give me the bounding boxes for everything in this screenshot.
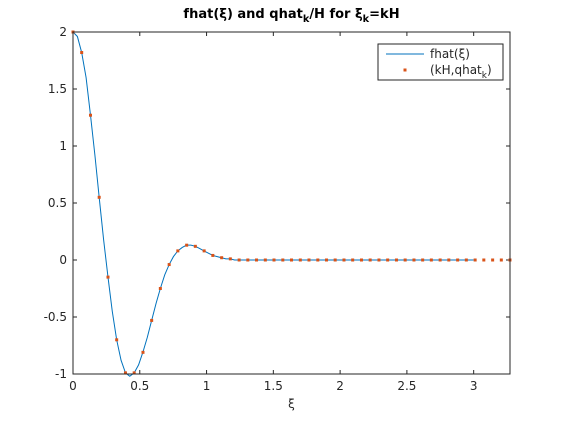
point [482,258,486,262]
legend-box [377,43,504,81]
legend-swatch [403,68,407,72]
legend-label: (kH,qhatk) [430,63,492,81]
legend-label: fhat(ξ) [430,47,470,61]
y-tick-label: 0.5 [48,196,67,210]
point [80,51,84,55]
x-tick-label: 3 [470,379,478,393]
point [97,195,101,199]
point [167,263,171,267]
y-tick-label: 1 [59,139,67,153]
point [115,338,119,342]
point [228,257,232,261]
point [237,258,241,262]
point [368,258,372,262]
x-tick-label: 2.5 [397,379,416,393]
subscript: k [482,71,488,81]
text-run: /H for ξ [309,7,363,22]
point [491,258,495,262]
point [403,258,407,262]
point [132,371,136,375]
point [193,244,197,248]
text-run: fhat(ξ) and qhat [183,7,302,22]
point [307,258,311,262]
point [377,258,381,262]
point [246,258,250,262]
point [394,258,398,262]
y-tick-label: 1.5 [48,82,67,96]
point [499,258,503,262]
point [359,258,363,262]
point [447,258,451,262]
y-tick-label: 2 [59,25,67,39]
point [141,350,145,354]
x-tick-label: 1 [203,379,211,393]
point [106,275,110,279]
point [272,258,276,262]
text-run: ) [487,63,492,77]
axes-box [72,31,511,375]
point [438,258,442,262]
point [316,258,320,262]
point [281,258,285,262]
point [202,249,206,253]
text-run: =kH [369,7,399,22]
point [150,318,154,322]
point [421,258,425,262]
point [456,258,460,262]
subscript: k [363,14,370,25]
y-tick-label: 0 [59,253,67,267]
subscript: k [303,14,310,25]
x-tick-label: 1.5 [264,379,283,393]
point [158,287,162,290]
x-axis-label: ξ [288,397,295,411]
point [386,258,390,262]
point [429,258,433,262]
point [464,258,468,262]
point [333,258,337,262]
chart-title: fhat(ξ) and qhatk/H for ξk=kH [183,7,399,25]
point [88,113,92,117]
y-tick-label: -0.5 [44,310,67,324]
point [290,258,293,262]
point [351,258,355,262]
point [412,258,416,262]
point [220,256,224,260]
point [255,258,259,262]
x-tick-label: 0.5 [130,379,149,393]
point [176,249,180,253]
point [473,258,477,262]
x-tick-label: 0 [69,379,77,393]
point [324,258,328,262]
x-tick-label: 2 [336,379,344,393]
point [123,371,127,375]
point [211,253,215,257]
plot-area [71,30,512,377]
point [263,258,267,262]
text-run: (kH,qhat [430,63,482,77]
text-run: fhat(ξ) [430,47,470,61]
point [298,258,302,262]
point [342,258,346,262]
point [185,243,189,247]
y-tick-label: -1 [55,367,67,381]
